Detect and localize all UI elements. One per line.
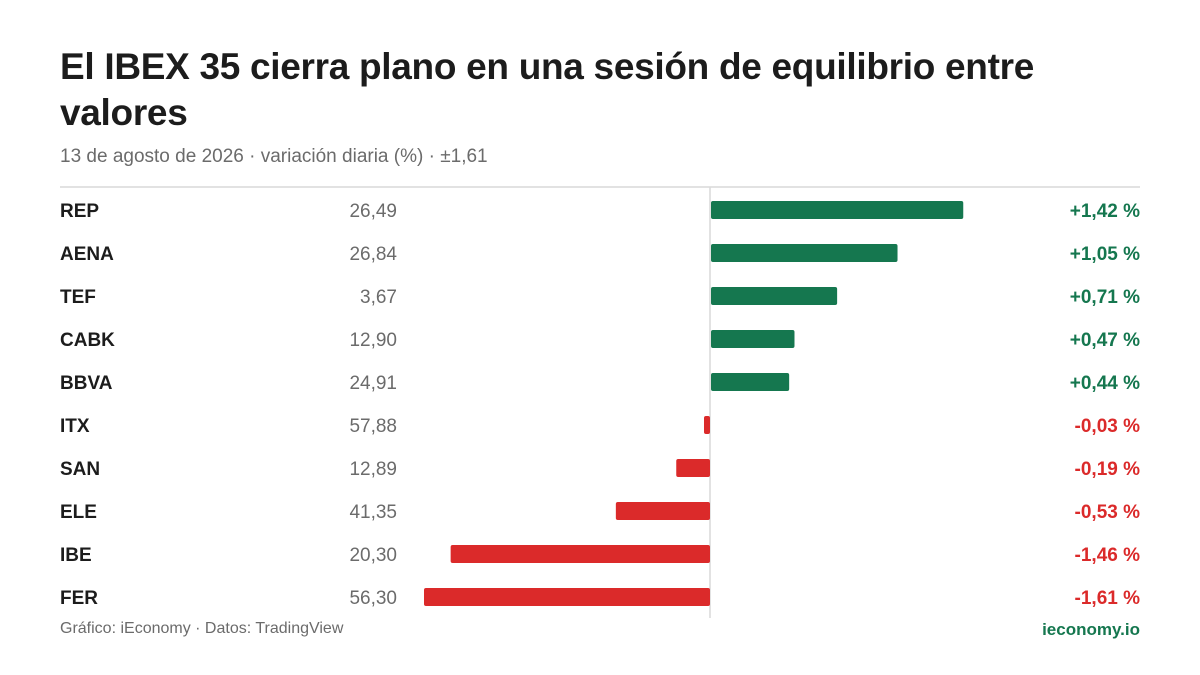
change-label: -0,53 % xyxy=(1075,502,1141,523)
ticker-label: IBE xyxy=(60,545,92,566)
change-label: +0,71 % xyxy=(1070,287,1140,308)
change-label: +0,47 % xyxy=(1070,330,1140,351)
change-label: -0,03 % xyxy=(1075,416,1141,437)
bar-positive xyxy=(711,244,898,262)
chart-title: El IBEX 35 cierra plano en una sesión de… xyxy=(60,46,1034,133)
ticker-label: ITX xyxy=(60,416,90,437)
bar-positive xyxy=(711,330,795,348)
ticker-label: FER xyxy=(60,588,98,609)
change-label: -1,46 % xyxy=(1075,545,1141,566)
price-label: 56,30 xyxy=(349,588,397,609)
price-label: 26,84 xyxy=(349,244,397,265)
price-label: 20,30 xyxy=(349,545,397,566)
brand-link[interactable]: ieconomy.io xyxy=(1042,620,1140,639)
ticker-label: ELE xyxy=(60,502,97,523)
bar-positive xyxy=(711,287,838,305)
change-label: +0,44 % xyxy=(1070,373,1140,394)
price-label: 26,49 xyxy=(349,201,397,222)
ticker-label: REP xyxy=(60,201,99,222)
bar-positive xyxy=(711,373,790,391)
bar-negative xyxy=(424,588,710,606)
bar-negative xyxy=(615,502,710,520)
price-label: 3,67 xyxy=(360,287,397,308)
change-label: +1,05 % xyxy=(1070,244,1140,265)
ticker-label: TEF xyxy=(60,287,96,308)
price-label: 24,91 xyxy=(349,373,397,394)
price-label: 12,90 xyxy=(349,330,397,351)
price-label: 41,35 xyxy=(349,502,397,523)
chart-subtitle: 13 de agosto de 2026 · variación diaria … xyxy=(60,146,488,167)
bar-negative xyxy=(676,459,710,477)
bar-positive xyxy=(711,201,964,219)
bar-negative xyxy=(704,416,710,434)
change-label: -0,19 % xyxy=(1075,459,1141,480)
ticker-label: BBVA xyxy=(60,373,113,394)
price-label: 12,89 xyxy=(349,459,397,480)
ticker-label: AENA xyxy=(60,244,114,265)
bar-negative xyxy=(450,545,710,563)
ticker-label: CABK xyxy=(60,330,115,351)
change-label: -1,61 % xyxy=(1075,588,1141,609)
price-label: 57,88 xyxy=(349,416,397,437)
change-label: +1,42 % xyxy=(1070,201,1140,222)
ticker-label: SAN xyxy=(60,459,100,480)
source-note: Gráfico: iEconomy · Datos: TradingView xyxy=(60,620,344,637)
